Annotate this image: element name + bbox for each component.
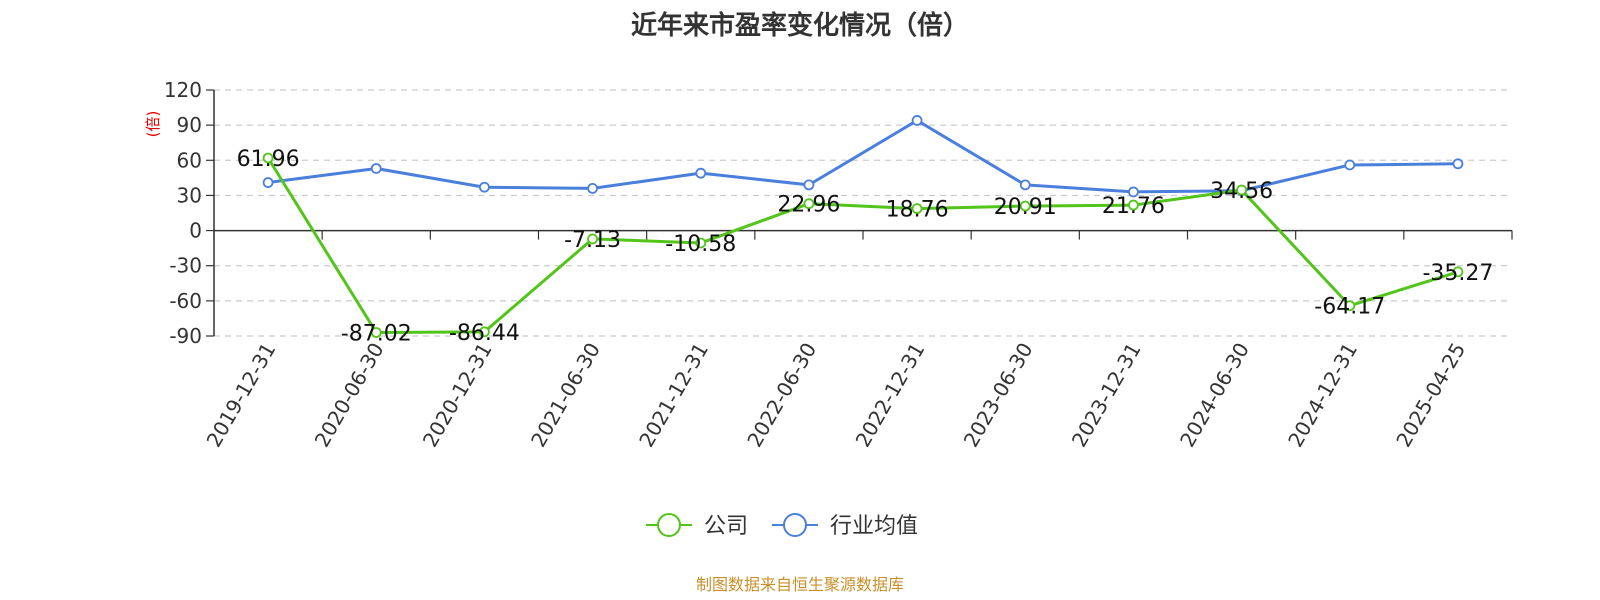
x-tick-label: 2024-06-30 [1175, 339, 1254, 452]
data-point [370, 327, 382, 338]
data-label: 21.76 [1102, 194, 1165, 219]
data-label: 34.56 [1210, 179, 1273, 204]
y-tick-label: 90 [177, 113, 202, 137]
data-point [1128, 199, 1139, 211]
data-label: 61.96 [237, 147, 300, 172]
x-tick-label: 2022-06-30 [742, 339, 821, 452]
data-label: 18.76 [886, 198, 949, 223]
data-point [1128, 186, 1139, 198]
data-point [1452, 158, 1464, 170]
y-tick-label: 120 [164, 78, 202, 102]
data-point [1019, 179, 1031, 191]
data-point [695, 167, 707, 179]
x-tick-label: 2024-12-31 [1283, 339, 1362, 452]
data-label: 22.96 [777, 193, 840, 218]
data-point [911, 203, 923, 214]
legend-marker [783, 513, 807, 537]
data-point [262, 152, 274, 164]
legend-label: 行业均值 [830, 514, 918, 539]
source-note: 制图数据来自恒生聚源数据库 [696, 575, 904, 594]
data-label: -10.58 [665, 232, 736, 257]
grid-lines [214, 89, 1512, 337]
data-label: -7.13 [564, 228, 621, 253]
series-line-1 [267, 118, 1458, 194]
y-tick-label: 60 [177, 148, 202, 172]
x-tick-label: 2020-06-30 [310, 339, 389, 452]
data-point [1452, 266, 1464, 278]
series-line-0 [266, 157, 1459, 335]
data-label: 20.91 [994, 195, 1057, 220]
legend: 公司 行业均值 [646, 513, 918, 539]
data-point [587, 233, 598, 245]
x-tick-label: 2021-12-31 [634, 339, 713, 452]
x-tick-label: 2020-12-31 [418, 338, 497, 451]
x-tick-label: 2025-04-25 [1391, 339, 1470, 452]
x-tick-label: 2023-06-30 [959, 339, 1038, 452]
data-point [1236, 184, 1247, 196]
x-tick-label: 2022-12-31 [851, 338, 930, 451]
series-layer [262, 115, 1464, 338]
data-labels: 61.96 -87.02 -86.44 -7.13 -10.58 22.96 18.76 20… [237, 147, 1494, 347]
data-point [803, 179, 815, 191]
y-tick-label: -30 [169, 254, 202, 278]
data-label: -86.44 [449, 321, 520, 346]
data-point [479, 326, 490, 338]
data-point [587, 182, 598, 194]
data-point [1344, 159, 1356, 171]
data-label: -64.17 [1314, 295, 1385, 320]
y-tick-label: 0 [189, 219, 202, 243]
y-tick-label: 30 [177, 183, 202, 207]
y-tick-label: -60 [169, 289, 202, 313]
y-tick-label: -90 [169, 324, 202, 348]
data-point [911, 115, 923, 126]
data-point [1344, 300, 1356, 312]
x-tick-label: 2019-12-31 [202, 339, 281, 452]
data-point [370, 163, 382, 174]
data-point [803, 198, 815, 210]
y-axis-label: (倍) [144, 111, 162, 138]
legend-label: 公司 [704, 514, 748, 539]
y-axis-ticks: 120 90 60 30 0 -30 -60 -90 [164, 78, 214, 348]
data-point [479, 181, 490, 193]
data-label: -87.02 [341, 322, 412, 347]
x-tick-label: 2023-12-31 [1067, 339, 1146, 452]
legend-marker [657, 513, 681, 537]
x-tick-label: 2021-06-30 [526, 339, 605, 452]
data-point [1019, 200, 1031, 212]
data-label: -35.27 [1422, 261, 1493, 286]
chart-title: 近年来市盈率变化情况（倍） [631, 10, 969, 41]
data-point [695, 237, 707, 249]
data-point [262, 177, 274, 188]
